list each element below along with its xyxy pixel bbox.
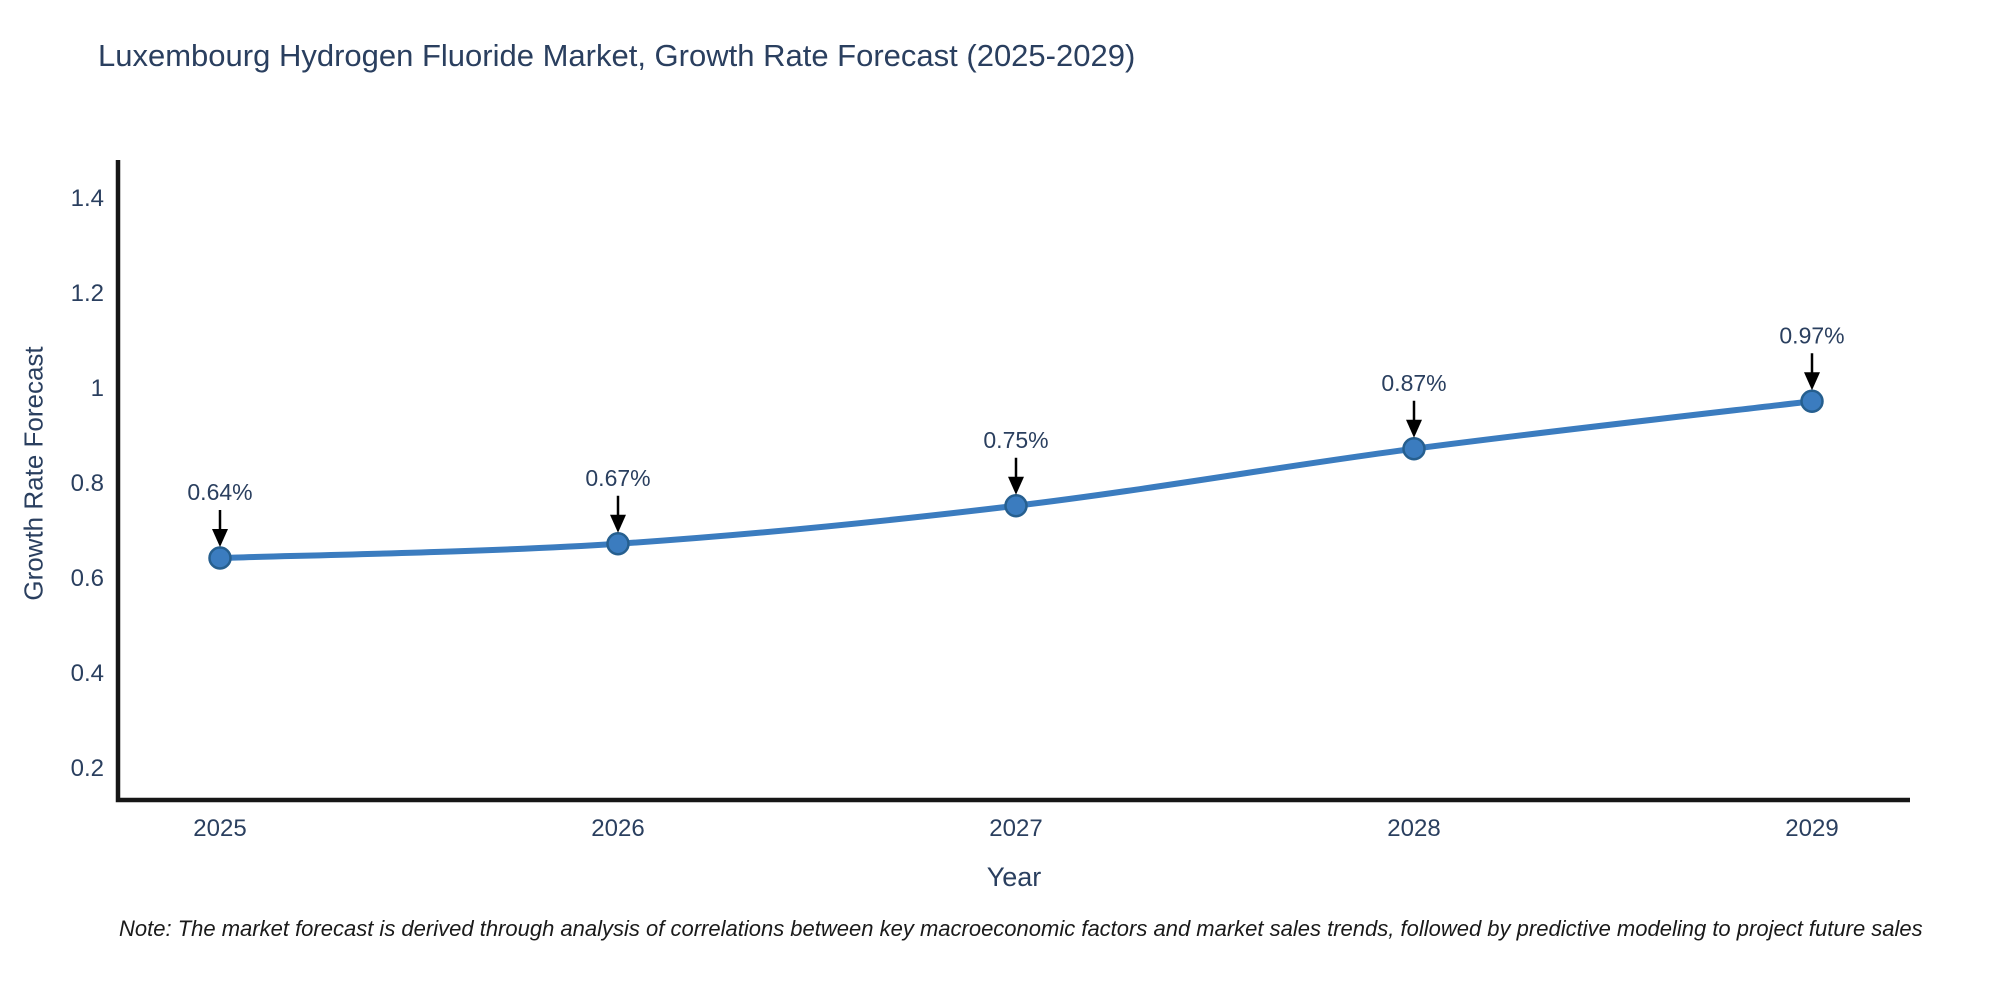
y-tick-label: 0.2 [71, 755, 104, 782]
data-point-marker [1402, 437, 1426, 461]
y-tick-label: 0.4 [71, 660, 104, 687]
y-tick-label: 1.2 [71, 280, 104, 307]
y-tick-label: 0.6 [71, 565, 104, 592]
y-tick-label: 0.8 [71, 470, 104, 497]
data-point-marker [606, 532, 630, 556]
methodology-note: Note: The market forecast is derived thr… [119, 916, 1923, 941]
x-tick-label: 2027 [989, 815, 1042, 842]
annotation-arrowhead-icon [1406, 419, 1422, 438]
axis-spines [115, 160, 1910, 803]
data-point-marker [1800, 389, 1824, 413]
x-tick-label: 2026 [591, 815, 644, 842]
data-point-label: 0.64% [187, 479, 252, 505]
y-tick-label: 1.4 [71, 185, 104, 212]
x-tick-label: 2029 [1785, 815, 1838, 842]
annotation-arrowhead-icon [212, 529, 228, 547]
y-axis-title: Growth Rate Forecast [18, 346, 49, 601]
data-point-marker [1004, 494, 1028, 518]
data-point-label: 0.67% [585, 465, 650, 491]
x-tick-label: 2028 [1387, 815, 1440, 842]
y-tick-label: 1 [91, 375, 104, 402]
data-point-label: 0.75% [983, 427, 1048, 453]
data-point-label: 0.87% [1381, 370, 1446, 396]
annotation-arrowhead-icon [610, 514, 626, 533]
x-tick-label: 2025 [193, 815, 246, 842]
data-point-label: 0.97% [1779, 322, 1844, 348]
annotation-arrowhead-icon [1008, 476, 1024, 495]
chart-title: Luxembourg Hydrogen Fluoride Market, Gro… [98, 38, 1136, 73]
x-axis-title: Year [986, 862, 1042, 892]
annotation-arrowhead-icon [1804, 372, 1820, 391]
data-point-marker [208, 546, 232, 570]
